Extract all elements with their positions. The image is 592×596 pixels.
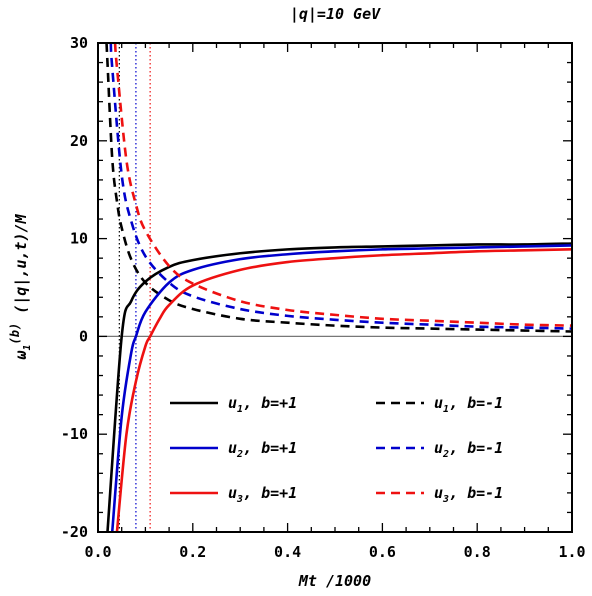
x-axis-label: Mt /1000 bbox=[298, 572, 371, 590]
legend-label-4: u2, b=-1 bbox=[434, 439, 503, 460]
series-line-2 bbox=[105, 43, 572, 333]
y-tick-label: 10 bbox=[70, 230, 88, 248]
y-axis-label-text: ω1(b) (|q|,u,t)/M bbox=[8, 213, 33, 359]
chart-title: |q|=10 GeV bbox=[290, 5, 381, 24]
legend-label-6: u3, b=-1 bbox=[434, 484, 503, 505]
series-line-5 bbox=[115, 248, 572, 532]
legend: u1, b=+1 u1, b=-1 u2, b=+1 u2, b=-1 u3, b=+1… bbox=[170, 394, 503, 505]
x-tick-label: 0.0 bbox=[84, 543, 111, 561]
y-tick-label: -10 bbox=[61, 425, 88, 443]
y-tick-label: 20 bbox=[70, 132, 88, 150]
series-line-4 bbox=[109, 43, 572, 330]
x-tick-label: 0.6 bbox=[369, 543, 396, 561]
legend-label-5: u3, b=+1 bbox=[228, 484, 297, 505]
x-tick-label: 0.4 bbox=[274, 543, 301, 561]
x-tick-label: 1.0 bbox=[558, 543, 585, 561]
series-line-3 bbox=[110, 244, 572, 532]
y-tick-label: 0 bbox=[79, 327, 88, 345]
y-tick-label: -20 bbox=[61, 523, 88, 541]
x-tick-label: 0.8 bbox=[464, 543, 491, 561]
legend-label-1: u1, b=+1 bbox=[228, 394, 297, 415]
legend-label-3: u2, b=+1 bbox=[228, 439, 297, 460]
plot-area bbox=[98, 43, 572, 532]
series-line-6 bbox=[113, 43, 572, 327]
legend-label-2: u1, b=-1 bbox=[434, 394, 503, 415]
y-tick-label: 30 bbox=[70, 34, 88, 52]
axes: 0.0 0.2 0.4 0.6 0.8 1.0 -20 -10 0 10 20 30 bbox=[61, 34, 586, 561]
x-tick-label: 0.2 bbox=[179, 543, 206, 561]
plot-frame bbox=[97, 42, 573, 533]
y-axis-label: ω1(b) (|q|,u,t)/M bbox=[8, 213, 33, 359]
series-line-1 bbox=[106, 242, 572, 532]
